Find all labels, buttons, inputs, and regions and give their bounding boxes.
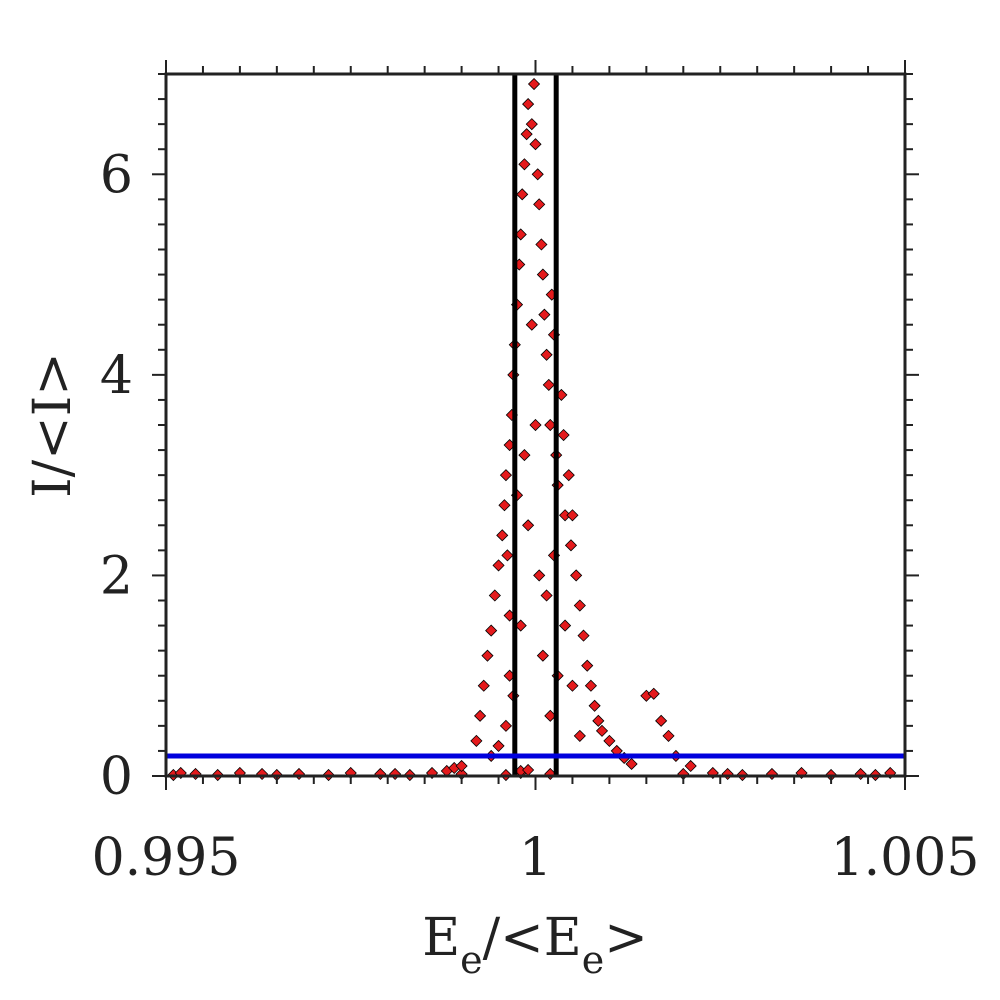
reference-lines [166,74,905,776]
data-point [498,499,511,512]
data-point [684,759,697,773]
data-point [292,767,306,781]
y-tick-label: 4 [100,346,133,406]
data-point [581,659,594,672]
data-point [531,168,544,181]
data-point [558,619,572,632]
data-point [501,549,514,562]
data-point [527,77,541,91]
y-tick-label: 0 [100,747,133,807]
x-tick-label: 1.005 [831,828,980,888]
data-point [570,569,583,582]
data-point [592,714,605,727]
data-point [540,348,553,361]
data-point [573,729,586,742]
y-axis-label: I/<I> [23,352,83,498]
data-point [529,138,542,151]
data-point [662,729,675,742]
data-point [474,709,487,722]
data-point [536,649,549,662]
data-point [389,767,402,781]
data-point [518,158,531,171]
data-point [562,469,575,482]
data-point [496,529,509,542]
data-point [584,679,597,692]
data-point [525,318,538,331]
data-point [535,238,548,251]
data-points [167,77,897,782]
data-point [492,739,505,752]
x-axis-label: Ee/<Ee> [422,908,648,982]
data-point [374,767,387,781]
data-point [488,589,501,602]
data-point [516,188,529,201]
y-tick-label: 2 [100,546,133,606]
data-point [538,308,551,321]
data-point [481,649,494,662]
data-point [529,418,542,432]
data-point [470,734,483,747]
data-point [477,679,490,692]
y-tick-labels: 0 2 4 6 [100,145,133,807]
data-point [595,724,609,737]
data-point [499,469,513,482]
data-point [499,719,513,732]
data-point [540,589,553,602]
data-point [533,198,546,211]
data-point [455,759,468,773]
data-point [525,118,538,131]
data-point [854,767,867,781]
data-point [564,539,578,552]
data-point [518,449,531,462]
data-point [485,624,498,637]
data-point [189,767,202,781]
data-point [492,559,505,572]
data-point [721,767,734,781]
data-point [566,679,579,692]
data-point [542,378,555,391]
data-point [647,687,660,700]
data-point [557,428,570,442]
data-point [655,714,668,727]
x-tick-label: 0.995 [92,828,241,888]
data-point [256,767,269,781]
data-point [522,519,535,532]
data-point [603,734,616,747]
data-point [533,569,546,582]
data-point [573,599,586,612]
y-tick-label: 6 [100,145,133,205]
data-point [577,629,590,642]
x-tick-labels: 0.995 1 1.005 [92,828,980,888]
data-point [520,128,533,141]
data-point [536,268,549,281]
data-point [566,509,579,522]
data-point [765,767,779,781]
data-point [625,757,638,771]
data-point [522,98,535,111]
x-tick-label: 1 [519,828,552,888]
data-point [588,699,601,712]
axis-ticks [152,60,919,790]
